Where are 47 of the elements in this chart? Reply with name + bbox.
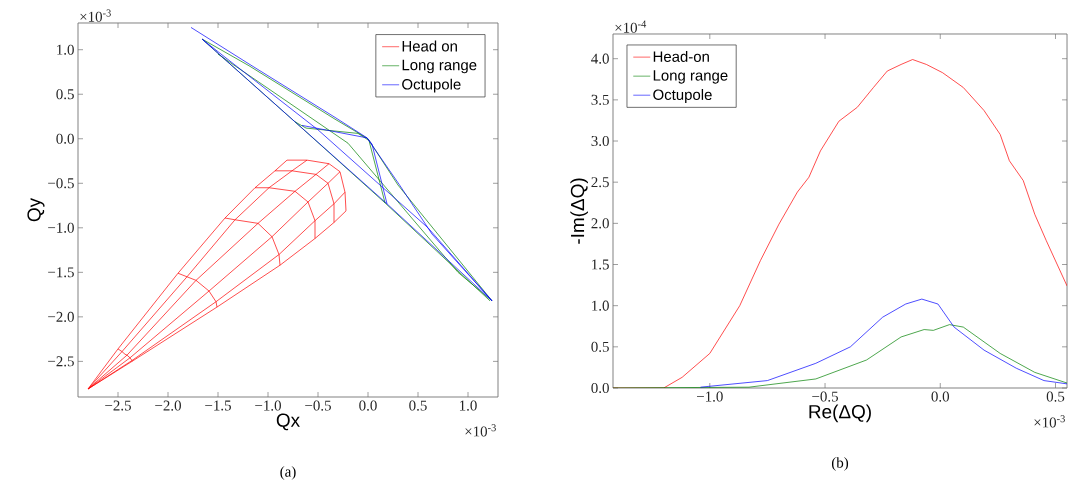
legend-label: Long range bbox=[402, 59, 477, 74]
y-axis-title: Qy bbox=[27, 197, 45, 222]
x-tick-label: −2.0 bbox=[155, 400, 181, 411]
x-axis-title: Re(ΔQ) bbox=[809, 404, 871, 423]
y-tick-label: 3.5 bbox=[591, 94, 609, 105]
y-tick-label: −0.5 bbox=[48, 178, 74, 189]
x-tick-label: −0.5 bbox=[305, 400, 331, 411]
legend-label: Octupole bbox=[653, 89, 712, 103]
y-tick-label: −1.5 bbox=[48, 267, 74, 278]
text: ×10$^{-3}$ bbox=[1034, 415, 1065, 428]
y-tick-label: 2.0 bbox=[591, 218, 609, 229]
x-tick-label: 0.5 bbox=[1046, 391, 1065, 402]
text: ×10$^{-4}$ bbox=[615, 20, 647, 33]
x-tick-label: 1.0 bbox=[459, 400, 477, 411]
legend-label: Head-on bbox=[653, 50, 709, 62]
y-tick-label: 0.0 bbox=[56, 133, 74, 144]
x-tick-label: −1.0 bbox=[255, 400, 281, 411]
text: (a) bbox=[280, 466, 296, 480]
y-tick-label: 0.0 bbox=[591, 382, 609, 394]
y-tick-label: −2.0 bbox=[48, 311, 74, 322]
text: ×10$^{-3}$ bbox=[80, 9, 111, 22]
x-tick-label: −2.5 bbox=[105, 400, 131, 411]
x-tick-label: 0.0 bbox=[931, 391, 950, 402]
y-tick-label: 1.0 bbox=[592, 300, 609, 311]
legend-label: Long range bbox=[653, 70, 728, 84]
y-tick-label: 0.5 bbox=[56, 89, 74, 100]
y-tick-label: 3.0 bbox=[591, 135, 609, 147]
y-tick-label: 1.5 bbox=[592, 259, 609, 270]
x-tick-label: −1.5 bbox=[205, 400, 231, 411]
x-tick-label: −0.5 bbox=[812, 391, 839, 402]
legend-label: Head on bbox=[402, 40, 457, 52]
y-tick-label: −1.0 bbox=[48, 222, 74, 233]
text: ×10$^{-3}$ bbox=[465, 424, 496, 437]
y-tick-label: 0.5 bbox=[591, 341, 609, 352]
y-tick-label: 1.0 bbox=[57, 44, 74, 55]
y-tick-label: 4.0 bbox=[591, 53, 609, 64]
y-tick-label: 2.5 bbox=[591, 177, 609, 188]
x-tick-label: 0.5 bbox=[409, 400, 427, 411]
y-axis-title: -Im(ΔQ) bbox=[570, 178, 588, 244]
y-tick-label: −2.5 bbox=[48, 356, 74, 367]
line-series bbox=[613, 324, 1068, 388]
text: (b) bbox=[831, 457, 849, 471]
x-axis-title: Qx bbox=[276, 413, 300, 431]
x-tick-label: 0.0 bbox=[359, 400, 377, 411]
line-series bbox=[700, 298, 1068, 388]
x-tick-label: −1.0 bbox=[697, 391, 723, 402]
legend-label: Octupole bbox=[402, 78, 461, 93]
